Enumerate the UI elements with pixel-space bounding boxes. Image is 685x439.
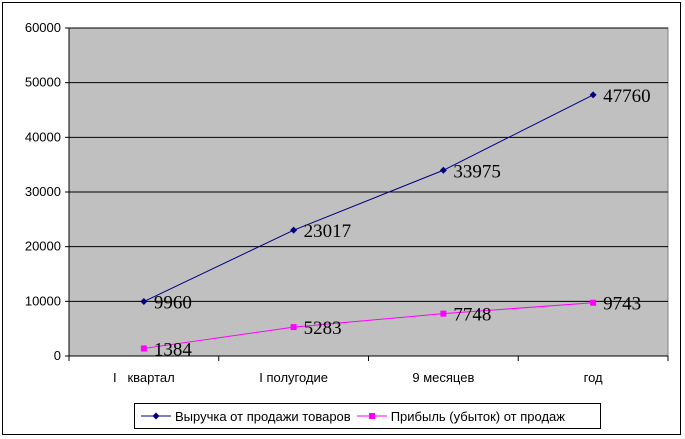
data-point (440, 310, 447, 317)
data-point (589, 91, 597, 99)
data-label: 33975 (453, 161, 501, 182)
legend-label-profit: Прибыль (убыток) от продаж (390, 408, 565, 424)
data-point (290, 324, 297, 331)
data-point (590, 299, 597, 306)
x-tick-label: год (584, 370, 603, 385)
data-label: 7748 (453, 305, 491, 326)
series-line-0 (143, 94, 594, 303)
y-tick-label: 10000 (25, 293, 61, 308)
legend: Выручка от продажи товаров Прибыль (убыт… (134, 403, 601, 429)
legend-item-profit: Прибыль (убыток) от продаж (356, 408, 565, 424)
y-tick-label: 30000 (25, 184, 61, 199)
data-label: 23017 (304, 221, 352, 242)
y-tick-label: 60000 (25, 20, 61, 35)
data-label: 47760 (603, 86, 651, 107)
data-point (140, 345, 147, 352)
legend-marker-revenue (141, 412, 171, 420)
series-line-1 (143, 302, 594, 349)
y-tick-label: 50000 (25, 75, 61, 90)
y-tick-label: 40000 (25, 129, 61, 144)
legend-label-revenue: Выручка от продажи товаров (175, 408, 351, 424)
x-tick-label: I квартал (113, 370, 175, 385)
data-label: 9960 (154, 293, 192, 314)
x-tick-label: I полугодие (259, 370, 328, 385)
legend-marker-profit (356, 413, 387, 419)
y-tick-label: 0 (54, 348, 61, 363)
legend-item-revenue: Выручка от продажи товаров (141, 409, 351, 424)
data-label: 1384 (154, 339, 193, 360)
data-label: 9743 (603, 294, 641, 315)
x-tick-label: 9 месяцев (412, 370, 474, 385)
y-tick-label: 20000 (25, 239, 61, 254)
data-point (439, 166, 447, 174)
data-label: 5283 (304, 318, 342, 339)
data-point (290, 226, 298, 234)
data-point (140, 298, 148, 306)
